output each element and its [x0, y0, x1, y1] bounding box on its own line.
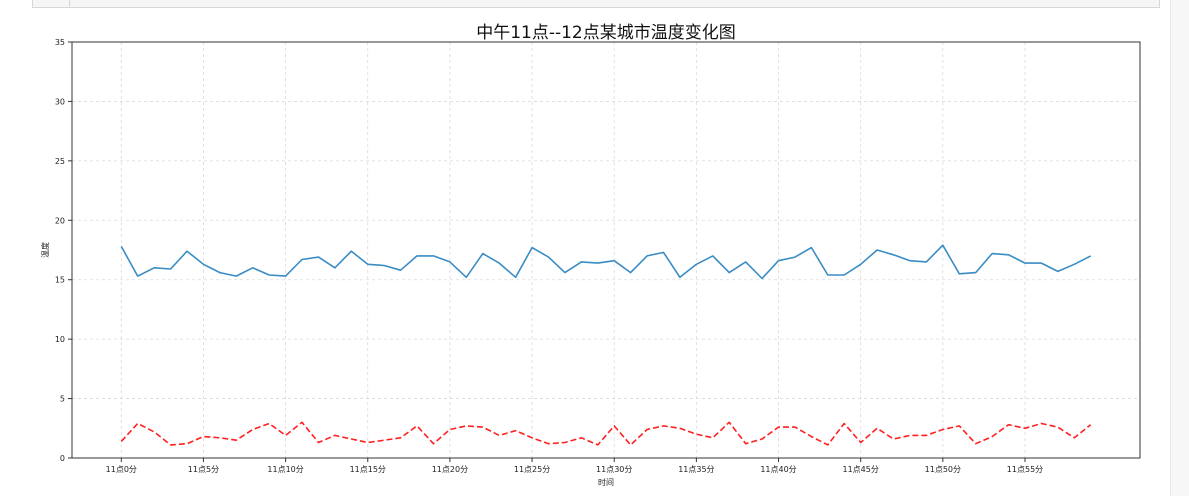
x-tick-label: 11点10分: [267, 465, 303, 474]
y-tick-label: 5: [60, 395, 65, 404]
plot-frame: [71, 41, 1141, 459]
notebook-cell-edge: [32, 0, 1160, 8]
x-tick-label: 11点15分: [350, 465, 386, 474]
x-tick-label: 11点5分: [188, 465, 219, 474]
x-tick-label: 11点25分: [514, 465, 550, 474]
series-line-2: [120, 421, 1092, 446]
vertical-scrollbar[interactable]: [1171, 0, 1189, 496]
y-tick-label: 30: [55, 97, 65, 106]
x-axis-label: 时间: [598, 477, 614, 487]
x-tick-label: 11点20分: [432, 465, 468, 474]
y-tick-label: 20: [55, 216, 65, 225]
y-tick-label: 10: [55, 335, 65, 344]
x-tick-label: 11点50分: [925, 465, 961, 474]
panel-divider: [1170, 0, 1171, 496]
x-tick-label: 11点40分: [760, 465, 796, 474]
y-axis-label: 温度: [40, 242, 50, 258]
y-tick-label: 25: [55, 157, 65, 166]
x-tick-label: 11点55分: [1007, 465, 1043, 474]
x-tick-label: 11点35分: [678, 465, 714, 474]
y-tick-label: 15: [55, 276, 65, 285]
y-axis-ticks: 0 5 10 15 20 25 30 35: [55, 38, 72, 463]
x-axis-ticks: 11点0分 11点5分 11点10分 11点15分 11点20分 11点25分 11点30分…: [106, 458, 1043, 474]
y-tick-label: 35: [55, 38, 65, 47]
x-tick-label: 11点0分: [106, 465, 137, 474]
x-tick-label: 11点45分: [842, 465, 878, 474]
cell-gutter-divider: [69, 0, 70, 8]
y-tick-label: 0: [60, 454, 65, 463]
x-tick-label: 11点30分: [596, 465, 632, 474]
series-line-1: [120, 244, 1092, 280]
chart-title: 中午11点--12点某城市温度变化图: [476, 23, 736, 43]
grid-lines: [72, 41, 1140, 459]
series-group: [120, 244, 1092, 446]
